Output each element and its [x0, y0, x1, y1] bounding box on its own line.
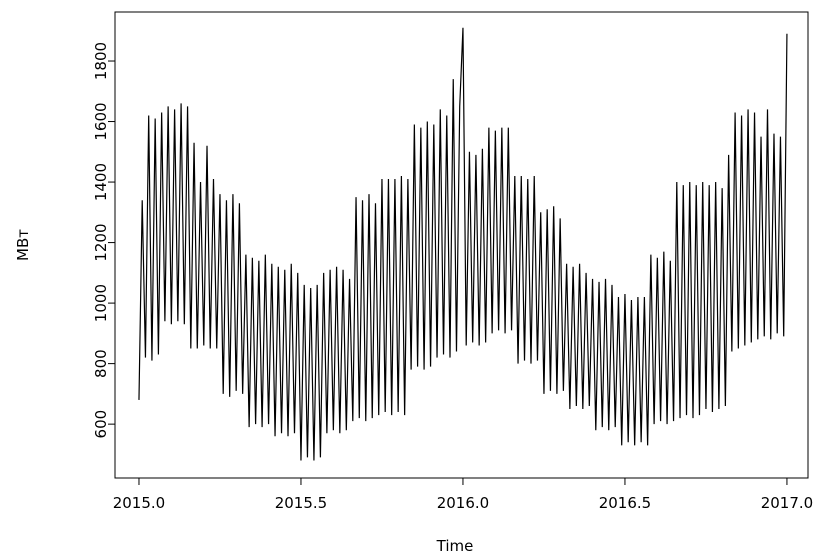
y-tick-label: 600 — [92, 410, 110, 439]
y-tick-label: 1200 — [92, 223, 110, 261]
x-tick-label: 2016.0 — [437, 494, 490, 512]
y-tick-label: 1600 — [92, 102, 110, 140]
x-tick-label: 2015.5 — [275, 494, 328, 512]
y-tick-label: 1400 — [92, 163, 110, 201]
x-axis-label: Time — [436, 537, 474, 555]
line-series — [138, 27, 788, 461]
y-tick-label: 1000 — [92, 284, 110, 322]
y-tick-label: 800 — [92, 349, 110, 378]
y-axis-label: МВт — [14, 229, 32, 261]
y-tick-label: 1800 — [92, 42, 110, 80]
plot-frame — [114, 11, 809, 479]
x-tick-label: 2017.0 — [761, 494, 814, 512]
x-tick-label: 2015.0 — [113, 494, 166, 512]
x-tick-label: 2016.5 — [599, 494, 652, 512]
